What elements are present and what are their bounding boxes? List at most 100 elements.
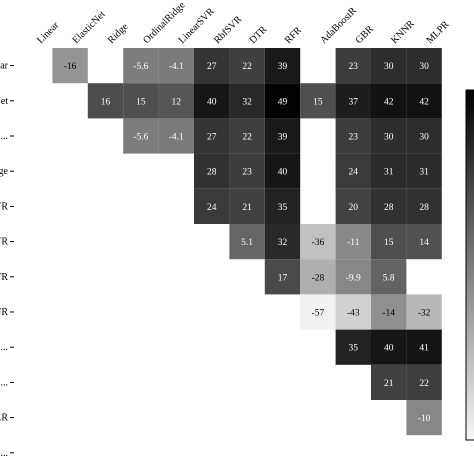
cell-value-label: 12 [172, 97, 182, 107]
heatmap-cell [406, 400, 442, 436]
cell-value-label: 24 [349, 168, 359, 178]
cell-value-label: 37 [349, 97, 359, 107]
heatmap-cell [406, 329, 442, 365]
row-label: ...TR [0, 272, 8, 283]
heatmap-cell [194, 118, 230, 154]
heatmap-cell [406, 364, 442, 400]
heatmap-cell [335, 153, 371, 189]
heatmap-cell [229, 188, 265, 224]
cell-value-label: -4.1 [169, 62, 184, 72]
column-label-elasticnet: ElasticNet [70, 9, 107, 46]
heatmap-cell [158, 83, 194, 119]
heatmap-cell [194, 153, 230, 189]
cell-value-label: 41 [419, 344, 429, 354]
heatmap-cell [194, 188, 230, 224]
cell-value-label: -57 [312, 309, 325, 319]
heatmap-cell [335, 48, 371, 84]
heatmap-cell [264, 224, 301, 260]
cell-value-label: 16 [101, 97, 111, 107]
heatmap-cell [406, 48, 442, 84]
cell-value-label: 5.1 [241, 238, 253, 248]
row-label: ...FR [0, 307, 8, 318]
cell-value-label: -28 [312, 273, 325, 283]
cell-value-label: 22 [419, 379, 429, 389]
heatmap-cell [335, 259, 371, 295]
cell-value-label: 15 [384, 238, 394, 248]
heatmap-cell [335, 294, 371, 330]
heatmap-cell [229, 153, 265, 189]
cell-value-label: -16 [64, 62, 77, 72]
heatmap-cell [371, 48, 407, 84]
heatmap-cell [335, 83, 371, 119]
cell-value-label: 40 [384, 344, 394, 354]
column-label-linear: Linear [35, 19, 62, 46]
row-label: ...VR [0, 201, 8, 212]
cell-value-label: 23 [349, 133, 359, 143]
cell-value-label: 39 [278, 62, 288, 72]
heatmap-cell [300, 83, 336, 119]
heatmap-cell [87, 83, 124, 119]
cell-value-label: 40 [207, 97, 217, 107]
cell-value-label: 39 [278, 133, 288, 143]
cell-value-label: 35 [349, 344, 359, 354]
heatmap-cell [264, 188, 301, 224]
heatmap-cell [371, 118, 407, 154]
cell-value-label: 21 [384, 379, 394, 389]
cell-value-label: 30 [384, 133, 394, 143]
cell-value-label: 27 [207, 62, 217, 72]
cell-value-label: 32 [278, 238, 288, 248]
heatmap-cell [194, 83, 230, 119]
cell-value-label: -14 [382, 309, 395, 319]
colorbar [465, 89, 474, 441]
row-label: ... [1, 377, 9, 388]
cell-value-label: 23 [349, 62, 359, 72]
cell-value-label: 28 [419, 203, 429, 213]
cell-value-label: -5.6 [133, 133, 148, 143]
cell-value-label: 30 [419, 133, 429, 143]
heatmap-cell [229, 224, 265, 260]
heatmap-cell [158, 48, 194, 84]
heatmap-cell [229, 48, 265, 84]
cell-value-label: 22 [242, 133, 252, 143]
heatmap-cell [335, 329, 371, 365]
row-label: ...near [0, 61, 9, 72]
heatmap-cell [264, 83, 301, 119]
row-label: ...R [0, 413, 8, 424]
heatmap-cell [371, 224, 407, 260]
heatmap-cell [406, 118, 442, 154]
cell-value-label: 22 [242, 62, 252, 72]
heatmap-cell [406, 83, 442, 119]
heatmap-cell [335, 224, 371, 260]
row-label: ... [1, 342, 9, 353]
heatmap-cell [371, 153, 407, 189]
column-label-rfr: RFR [283, 25, 304, 46]
heatmap-cell [371, 188, 407, 224]
heatmap-cell [335, 118, 371, 154]
column-label-knnr: KNNR [389, 18, 417, 46]
cell-value-label: -4.1 [169, 133, 184, 143]
heatmap-cell [406, 188, 442, 224]
heatmap-cell [300, 294, 336, 330]
heatmap-cell [371, 329, 407, 365]
row-label: ...ge [0, 166, 9, 177]
heatmap-cell [52, 48, 88, 84]
cell-value-label: 15 [136, 97, 146, 107]
cell-value-label: 28 [384, 203, 394, 213]
cell-value-label: 31 [384, 168, 394, 178]
row-label: ...VR [0, 237, 8, 248]
cell-value-label: 42 [419, 97, 429, 107]
heatmap-cell [264, 153, 301, 189]
column-label-adaboostr: AdaBoostR [318, 5, 359, 46]
cell-value-label: 28 [207, 168, 217, 178]
cell-value-label: 20 [349, 203, 359, 213]
cell-value-label: 30 [419, 62, 429, 72]
cell-value-label: -10 [418, 414, 431, 424]
column-label-dtr: DTR [247, 24, 269, 46]
cell-value-label: 15 [313, 97, 323, 107]
cell-value-label: -9.9 [346, 273, 361, 283]
cell-value-label: 49 [278, 97, 288, 107]
heatmap-cell [194, 48, 230, 84]
cell-value-label: -43 [347, 309, 360, 319]
heatmap-cell [371, 364, 407, 400]
